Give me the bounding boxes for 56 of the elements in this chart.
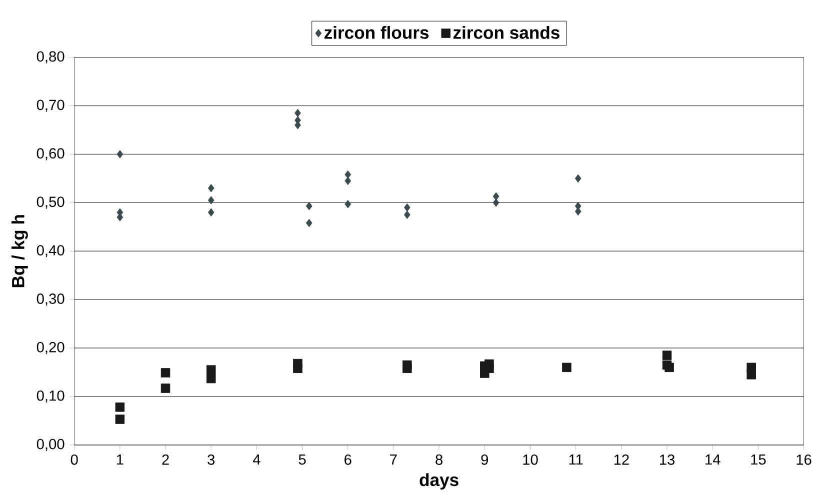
point xyxy=(664,363,674,372)
point xyxy=(562,363,572,372)
x-tick-label: 16 xyxy=(796,454,812,466)
point xyxy=(574,174,582,183)
x-tick-label: 0 xyxy=(70,454,78,466)
y-tick-label: 0,30 xyxy=(36,294,64,306)
point xyxy=(344,176,352,186)
x-tick-label: 2 xyxy=(162,454,169,465)
x-tick-label: 9 xyxy=(481,454,488,466)
y-tick-label: 0,60 xyxy=(36,148,64,160)
x-tick-label: 15 xyxy=(751,454,766,465)
point xyxy=(293,364,302,374)
point xyxy=(344,200,352,208)
y-tick-label: 0,10 xyxy=(36,390,64,403)
point xyxy=(662,350,672,360)
y-tick-label: 0,20 xyxy=(36,342,64,354)
x-tick-label: 11 xyxy=(569,454,583,465)
x-tick-label: 5 xyxy=(298,454,306,465)
point xyxy=(208,208,214,217)
x-tick-label: 14 xyxy=(706,454,720,465)
point xyxy=(208,184,214,193)
point xyxy=(492,198,500,208)
point xyxy=(115,414,125,424)
x-tick-label: 8 xyxy=(436,454,442,466)
point xyxy=(206,365,216,375)
x-tick-label: 6 xyxy=(344,454,352,466)
x-tick-label: 3 xyxy=(208,454,215,466)
x-tick-label: 10 xyxy=(523,454,538,466)
point xyxy=(115,402,125,412)
x-tick-label: 7 xyxy=(390,454,397,465)
point xyxy=(746,370,756,380)
point xyxy=(402,364,412,374)
point xyxy=(160,368,170,378)
y-tick-label: 0,70 xyxy=(36,100,64,112)
y-tick-label: 0,40 xyxy=(36,245,64,258)
point xyxy=(404,210,410,220)
point xyxy=(206,374,216,384)
y-tick-label: 0,00 xyxy=(36,439,64,452)
y-axis-title: Bq / kg h xyxy=(11,215,28,288)
y-tick-label: 0,50 xyxy=(36,196,64,209)
point xyxy=(344,170,352,179)
point xyxy=(208,196,214,205)
legend-label: zircon sands xyxy=(453,26,560,40)
x-axis-title: days xyxy=(420,473,458,490)
point xyxy=(160,384,170,394)
legend-label: zircon flours xyxy=(324,26,429,40)
y-tick-label: 0,80 xyxy=(36,51,64,64)
point xyxy=(116,150,124,159)
x-tick-label: 13 xyxy=(660,454,675,466)
x-tick-label: 4 xyxy=(252,454,260,465)
point xyxy=(306,202,312,210)
x-tick-label: 1 xyxy=(116,454,124,465)
x-tick-label: 12 xyxy=(614,454,629,465)
point xyxy=(306,219,312,228)
point xyxy=(294,109,301,118)
point xyxy=(404,204,410,212)
